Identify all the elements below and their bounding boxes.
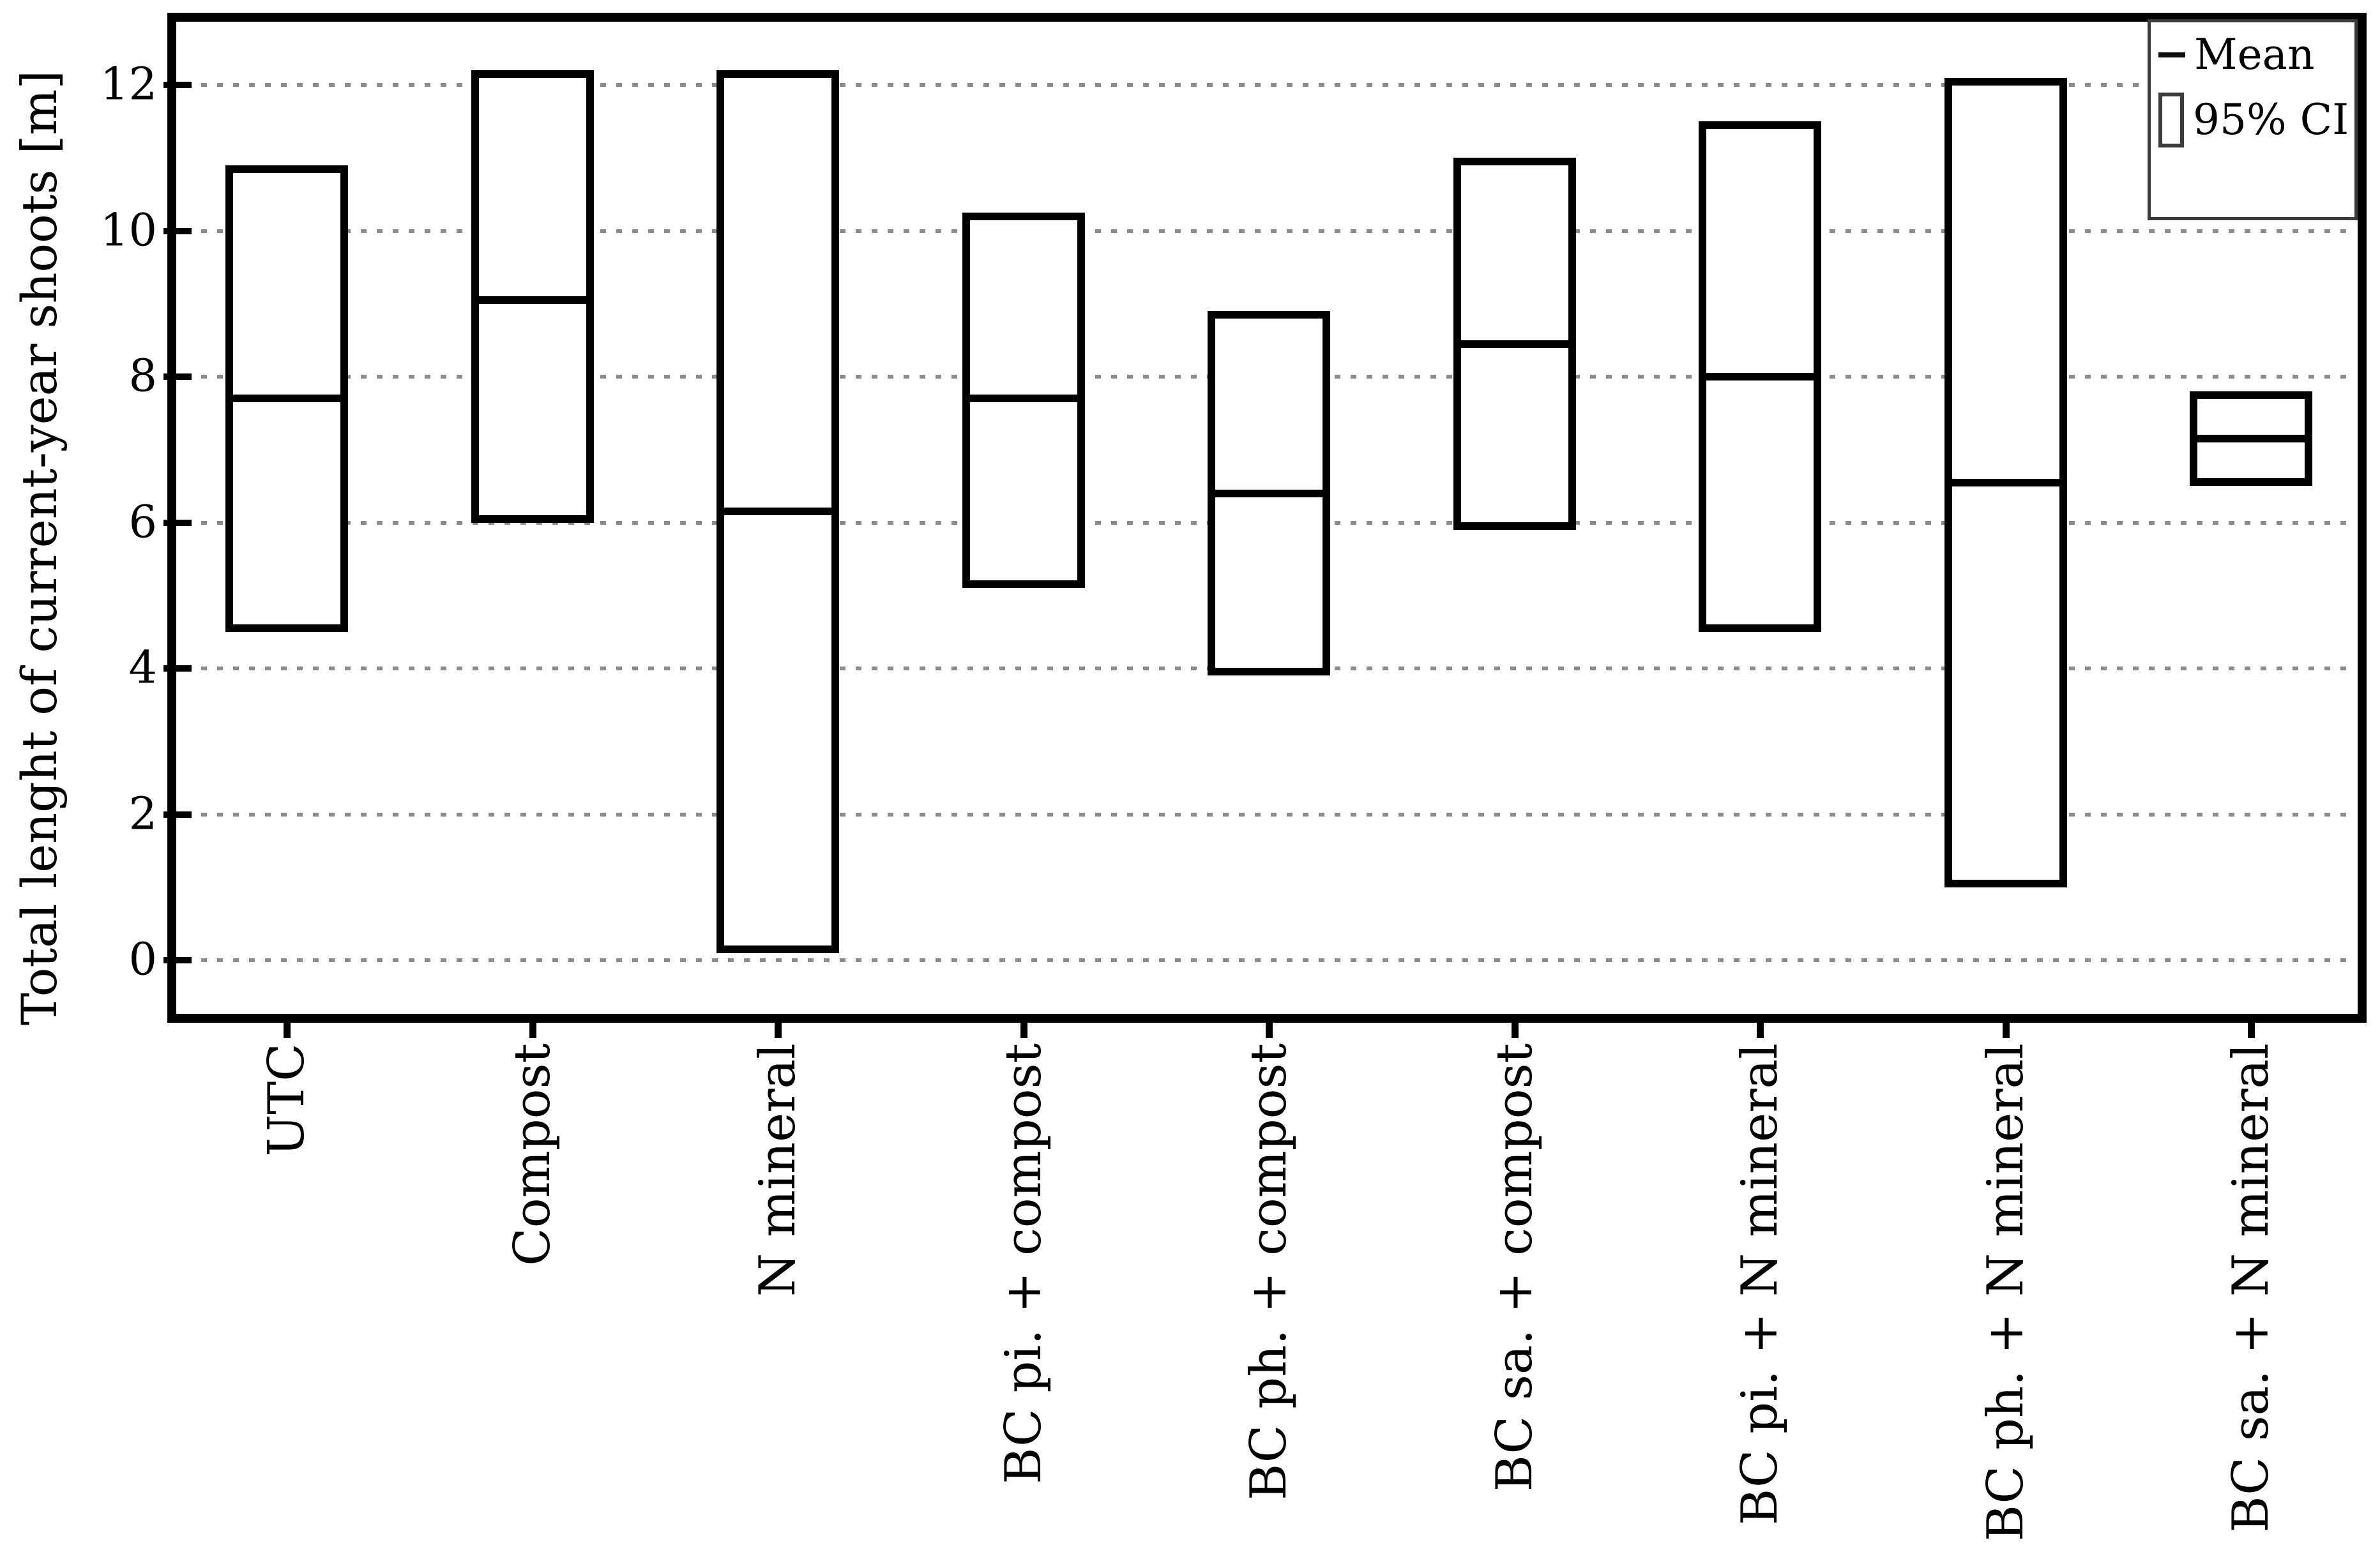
y-tick-mark-6 (163, 520, 192, 526)
x-tick-mark (529, 1015, 536, 1038)
x-tick-mark (1266, 1015, 1273, 1038)
mean-line (233, 395, 340, 402)
y-tick-label-6: 6 (128, 495, 157, 548)
x-tick-label: BC ph. + compost (1240, 1043, 1298, 1501)
mean-line (478, 296, 586, 304)
y-tick-mark-10 (163, 228, 192, 234)
x-tick-label: BC pi. + N mineral (1731, 1043, 1789, 1525)
legend: Mean 95% CI (2148, 19, 2358, 220)
x-tick-label-text: Compost (503, 1043, 561, 1266)
x-tick-mark (1511, 1015, 1519, 1038)
legend-row-ci: 95% CI (2158, 93, 2349, 147)
mean-line (1952, 479, 2059, 486)
ci-box (962, 213, 1085, 588)
ci-box (1208, 311, 1330, 675)
x-tick-label-text: BC sa. + N mineral (2222, 1043, 2280, 1533)
x-tick-label: N mineral (749, 1043, 807, 1297)
x-tick-label: BC sa. + N mineral (2222, 1043, 2280, 1533)
x-tick-label: Compost (503, 1043, 561, 1266)
ci-box (1944, 78, 2067, 887)
y-tick-mark-4 (163, 665, 192, 672)
ci-box (471, 70, 594, 523)
gridline-2 (185, 813, 2355, 817)
mean-line (969, 395, 1077, 402)
x-tick-label-text: BC sa. + compost (1485, 1043, 1543, 1492)
ci-box (1453, 158, 1576, 530)
y-tick-label-10: 10 (100, 204, 157, 257)
x-tick-label-text: BC ph. + N mineral (1976, 1043, 2035, 1542)
x-tick-mark (2248, 1015, 2255, 1038)
gridline-10 (185, 229, 2355, 233)
y-tick-mark-0 (163, 957, 192, 963)
ci-box (716, 70, 839, 953)
ci-box (225, 165, 348, 632)
y-tick-mark-8 (163, 373, 192, 380)
y-tick-label-12: 12 (100, 57, 157, 110)
plot-frame (167, 13, 2367, 1023)
mean-line (1706, 373, 1814, 380)
ci-box (1699, 121, 1821, 632)
x-tick-label: BC ph. + N mineral (1976, 1043, 2035, 1542)
ci-box (2190, 391, 2312, 486)
x-tick-label-text: BC pi. + N mineral (1731, 1043, 1789, 1525)
x-tick-label-text: UTC (258, 1043, 315, 1157)
x-tick-label: BC sa. + compost (1485, 1043, 1543, 1492)
mean-line (1460, 340, 1568, 348)
x-tick-mark (1020, 1015, 1027, 1038)
x-tick-label-text: BC ph. + compost (1240, 1043, 1298, 1501)
y-tick-mark-12 (163, 82, 192, 88)
legend-row-mean: Mean (2158, 34, 2348, 76)
y-tick-mark-2 (163, 811, 192, 818)
mean-line (2197, 435, 2305, 442)
x-tick-label-text: N mineral (749, 1043, 807, 1297)
mean-line (1215, 490, 1323, 497)
gridline-12 (185, 83, 2355, 87)
legend-label-ci: 95% CI (2193, 95, 2349, 144)
y-tick-label-8: 8 (128, 349, 157, 402)
x-tick-mark (2002, 1015, 2010, 1038)
gridline-0 (185, 958, 2355, 962)
x-tick-mark (775, 1015, 782, 1038)
x-tick-label: UTC (258, 1043, 315, 1157)
x-tick-label: BC pi. + compost (994, 1043, 1052, 1484)
x-tick-label-text: BC pi. + compost (994, 1043, 1052, 1484)
mean-line (724, 508, 831, 515)
mean-line-icon (2158, 52, 2185, 57)
legend-label-mean: Mean (2194, 30, 2315, 79)
y-axis-title: Total lenght of current-year shoots [m] (11, 70, 68, 1025)
x-tick-mark (284, 1015, 291, 1038)
ci-box-icon (2158, 93, 2184, 147)
y-tick-label-4: 4 (128, 641, 157, 694)
y-tick-label-0: 0 (128, 933, 157, 986)
x-tick-mark (1757, 1015, 1764, 1038)
y-tick-label-2: 2 (128, 787, 157, 840)
